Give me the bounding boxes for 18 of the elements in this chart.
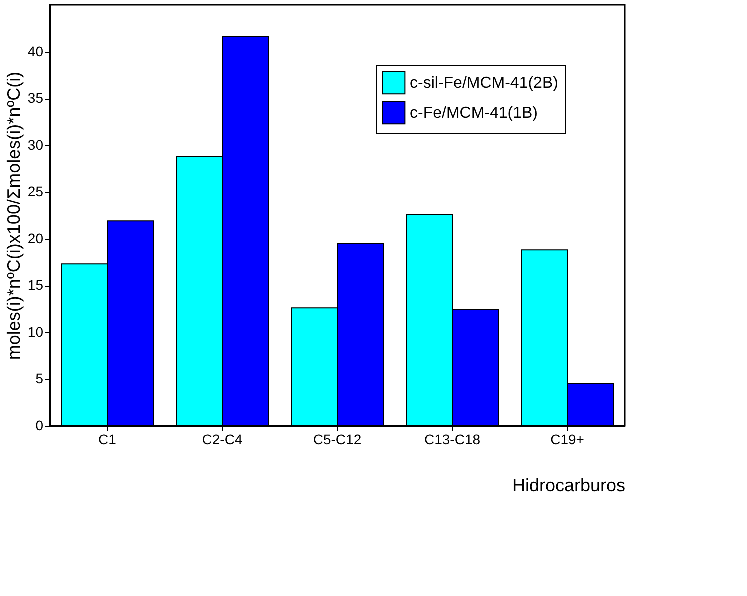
y-tick-label: 5 xyxy=(36,370,44,387)
x-tick-label: C1 xyxy=(98,432,117,448)
y-tick-label: 15 xyxy=(28,277,44,294)
y-tick-label: 25 xyxy=(28,184,44,200)
y-tick-label: 30 xyxy=(28,136,44,153)
y-tick-label: 10 xyxy=(28,324,44,340)
y-tick-label: 20 xyxy=(28,230,44,246)
y-tick-label: 0 xyxy=(36,418,44,434)
x-axis-title: Hidrocarburos xyxy=(512,476,626,496)
x-tick-label: C2-C4 xyxy=(202,432,243,448)
x-tick-label: C5-C12 xyxy=(313,432,362,448)
legend-label: c-sil-Fe/MCM-41(2B) xyxy=(410,75,558,92)
y-tick-label: 35 xyxy=(28,90,44,106)
x-tick-label: C19+ xyxy=(550,432,584,448)
y-axis-title: moles(i)*nºC(i)x100/Σmoles(i)*nºC(i) xyxy=(4,72,24,360)
y-tick-label: 40 xyxy=(28,43,44,60)
legend-label: c-Fe/MCM-41(1B) xyxy=(410,105,538,122)
x-tick-label: C13-C18 xyxy=(424,432,481,448)
